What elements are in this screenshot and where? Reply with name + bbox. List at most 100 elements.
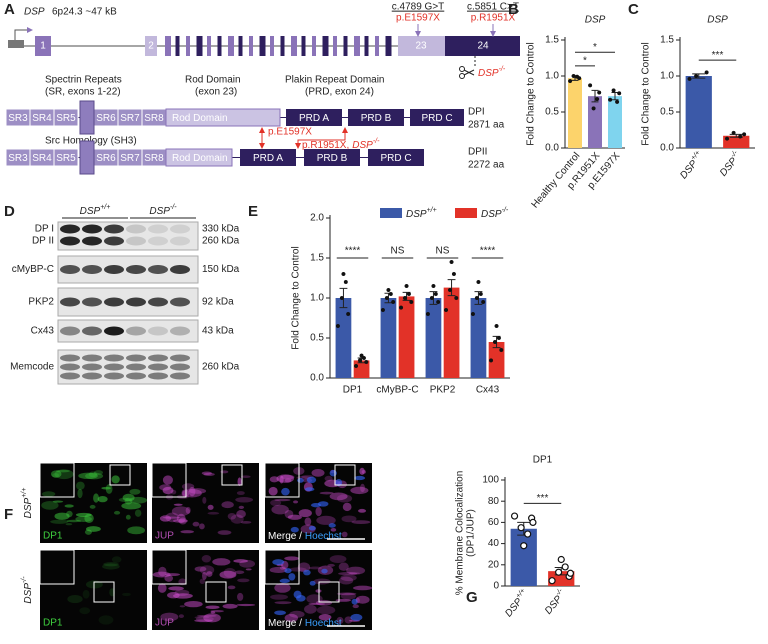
sig-label: * bbox=[583, 56, 587, 67]
data-point bbox=[591, 106, 596, 111]
signal bbox=[192, 521, 200, 527]
signal bbox=[162, 475, 173, 485]
signal bbox=[358, 508, 367, 513]
signal bbox=[227, 585, 236, 590]
signal bbox=[41, 491, 56, 497]
sig-label: *** bbox=[712, 50, 724, 61]
data-point bbox=[529, 518, 537, 527]
sig-label: * bbox=[593, 42, 597, 53]
blot-band bbox=[60, 265, 80, 274]
data-point bbox=[361, 355, 366, 361]
blot-size: 260 kDa bbox=[202, 362, 240, 373]
signal bbox=[111, 556, 122, 563]
signal bbox=[308, 566, 323, 570]
data-point bbox=[380, 307, 385, 313]
exon bbox=[398, 36, 445, 56]
signal bbox=[194, 566, 207, 572]
bar bbox=[685, 76, 712, 148]
blot-band bbox=[126, 363, 146, 371]
signal bbox=[164, 574, 174, 582]
blot-background bbox=[57, 319, 199, 343]
signal bbox=[236, 510, 246, 518]
signal bbox=[304, 604, 317, 614]
nucleus bbox=[308, 525, 316, 531]
data-point bbox=[433, 291, 438, 297]
mutation-cdna: c.5851 C>T bbox=[467, 2, 519, 13]
data-point bbox=[404, 283, 409, 289]
prd-domain bbox=[286, 109, 342, 126]
sig-label: NS bbox=[391, 246, 405, 257]
signal bbox=[207, 511, 220, 515]
inset bbox=[151, 462, 187, 498]
data-point bbox=[548, 577, 556, 585]
signal bbox=[134, 509, 142, 517]
blot-band bbox=[60, 354, 80, 362]
signal bbox=[284, 478, 292, 483]
data-point bbox=[496, 335, 501, 341]
blot-band bbox=[104, 354, 124, 362]
panel-label: G bbox=[466, 589, 478, 606]
x-tick-label-base: DSP bbox=[543, 593, 565, 616]
signal bbox=[340, 574, 357, 582]
panel-label: F bbox=[4, 506, 13, 523]
blot-band bbox=[60, 363, 80, 371]
data-point bbox=[425, 311, 430, 317]
y-tick-label: 100 bbox=[482, 475, 499, 486]
blot-genotype-sup: -/- bbox=[170, 204, 177, 211]
data-point bbox=[694, 73, 699, 79]
signal bbox=[162, 486, 174, 495]
blot-band bbox=[170, 363, 190, 371]
data-point bbox=[449, 259, 454, 265]
blot-band bbox=[126, 236, 146, 246]
signal bbox=[230, 514, 244, 524]
signal bbox=[85, 526, 101, 532]
data-point bbox=[391, 299, 396, 305]
bar bbox=[608, 96, 622, 148]
mutation-mark: p.R1951X, DSP-/- bbox=[302, 138, 380, 151]
signal bbox=[125, 514, 131, 520]
data-point bbox=[386, 287, 391, 293]
error-bar bbox=[447, 279, 456, 297]
image-genotype: DSP+/+ bbox=[21, 488, 34, 519]
exon bbox=[312, 36, 316, 56]
prd-domain bbox=[410, 109, 464, 126]
signal bbox=[165, 512, 179, 523]
signal bbox=[176, 513, 186, 523]
isoform-name: DPI bbox=[468, 107, 485, 118]
exon bbox=[207, 36, 211, 56]
signal bbox=[178, 614, 184, 618]
isoform-length: 2871 aa bbox=[468, 120, 505, 131]
signal bbox=[202, 496, 207, 504]
panel-label: A bbox=[4, 1, 15, 18]
exon bbox=[259, 36, 266, 56]
signal bbox=[64, 504, 74, 508]
data-point bbox=[510, 512, 519, 520]
promoter bbox=[8, 40, 24, 48]
promoter-arrow bbox=[14, 27, 33, 40]
blot-band bbox=[104, 372, 124, 380]
signal bbox=[55, 469, 70, 473]
signal bbox=[111, 475, 120, 484]
data-point bbox=[431, 283, 436, 289]
signal bbox=[168, 586, 184, 591]
blot-band bbox=[82, 297, 102, 307]
y-tick-label: 0.0 bbox=[545, 143, 559, 154]
signal bbox=[329, 492, 348, 501]
rod-label: Rod Domain bbox=[172, 113, 228, 124]
blot-background bbox=[57, 221, 199, 251]
signal bbox=[85, 472, 104, 480]
signal bbox=[236, 603, 256, 607]
blot-band bbox=[60, 224, 80, 234]
legend-label-sup: -/- bbox=[502, 207, 509, 214]
repeat-label: SR5 bbox=[56, 113, 76, 124]
blot-band bbox=[170, 354, 190, 362]
signal bbox=[172, 519, 189, 523]
signal bbox=[199, 523, 205, 530]
knockout-base: DSP bbox=[478, 68, 499, 79]
signal bbox=[336, 592, 357, 596]
legend-label: DSP-/- bbox=[481, 207, 509, 220]
signal bbox=[330, 527, 337, 532]
signal bbox=[339, 576, 354, 585]
